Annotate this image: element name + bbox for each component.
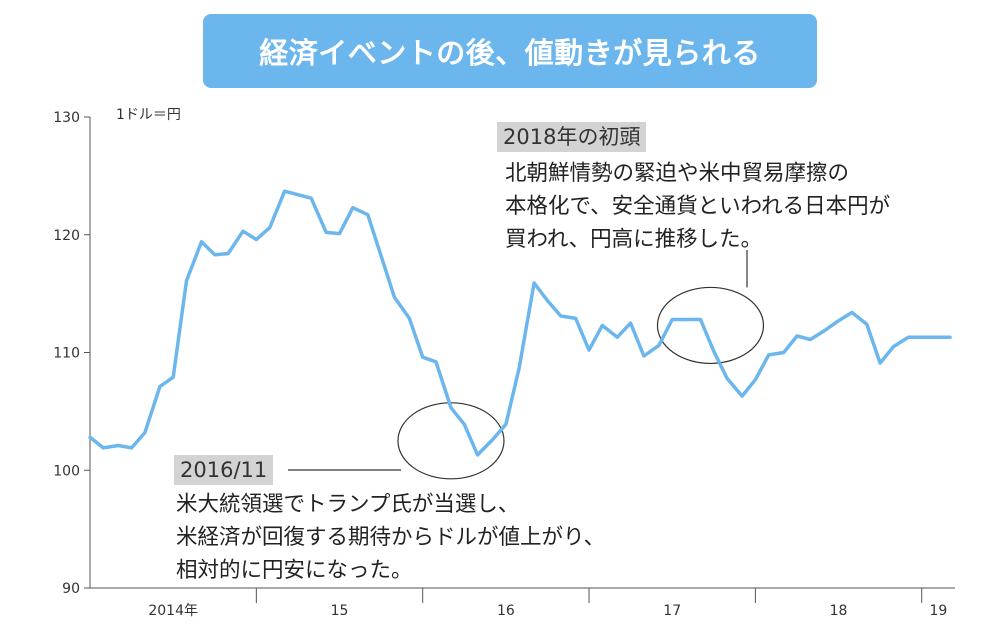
callout-lines: [288, 250, 765, 480]
axes: 90 100 110 120 130 2014年 15 16 17 18 19: [53, 110, 955, 619]
callout-circle-2018: [656, 286, 765, 365]
callout-line: 買われ、円高に推移した。: [505, 227, 763, 252]
callout-circle-2016-11: [397, 402, 505, 480]
y-tick-label: 100: [53, 463, 80, 479]
chart-title: 経済イベントの後、値動きが見られる: [259, 36, 761, 70]
callout-tag-2018: 2018年の初頭: [497, 122, 647, 152]
y-tick-label: 110: [53, 346, 80, 362]
callout-line: 北朝鮮情勢の緊迫や米中貿易摩擦の: [505, 161, 850, 186]
series-layer: [88, 189, 952, 457]
y-tick-label: 130: [53, 110, 80, 126]
x-tick-label: 15: [331, 603, 349, 619]
callout-line: 相対的に円安になった。: [176, 558, 413, 583]
x-tick-label: 16: [497, 603, 515, 619]
callout-line: 本格化で、安全通貨といわれる日本円が: [505, 194, 891, 219]
y-tick-label: 90: [62, 581, 80, 597]
x-tick-label: 2014年: [148, 603, 198, 619]
callout-tag-2016-11: 2016/11: [174, 455, 274, 485]
callout-text-2016-11: 米大統領選でトランプ氏が当選し、 米経済が回復する期待からドルが値上がり、 相対…: [176, 488, 605, 587]
title-banner: 経済イベントの後、値動きが見られる: [203, 14, 817, 88]
callout-line: 米経済が回復する期待からドルが値上がり、: [176, 525, 606, 550]
x-tick-label: 18: [830, 603, 848, 619]
unit-label: 1ドル＝円: [116, 107, 181, 123]
series-line: [88, 189, 952, 457]
callout-line: 米大統領選でトランプ氏が当選し、: [176, 492, 520, 517]
callout-text-2018: 北朝鮮情勢の緊迫や米中貿易摩擦の 本格化で、安全通貨といわれる日本円が 買われ、…: [505, 157, 890, 256]
x-tick-label: 19: [929, 603, 947, 619]
x-tick-label: 17: [663, 603, 681, 619]
y-tick-label: 120: [53, 228, 80, 244]
